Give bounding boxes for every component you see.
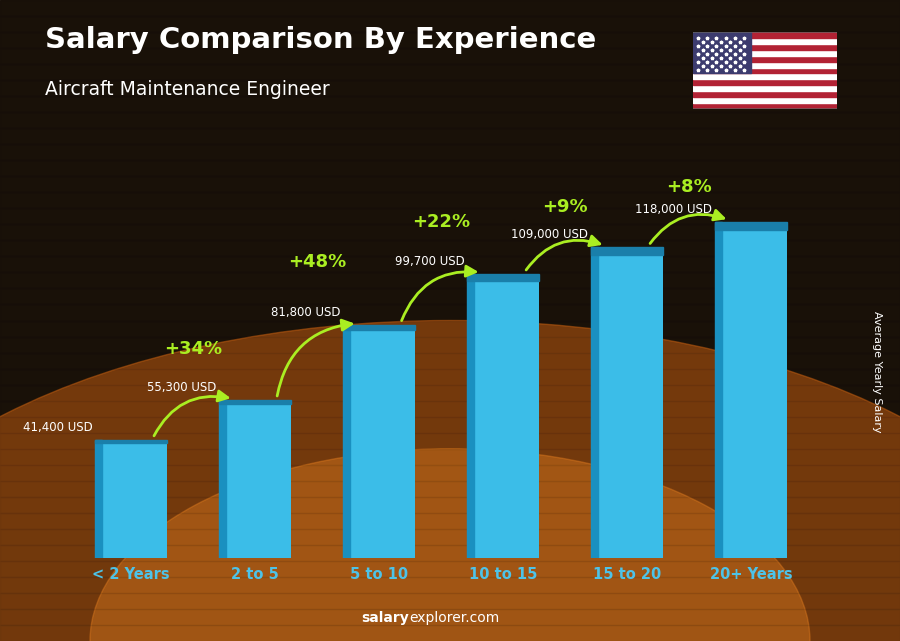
Bar: [0, 272, 900, 288]
Bar: [693, 103, 837, 109]
Bar: [0, 449, 900, 465]
Bar: [693, 32, 837, 38]
Bar: [220, 400, 226, 558]
Text: +22%: +22%: [412, 213, 470, 231]
Bar: [0, 433, 900, 449]
Bar: [0, 80, 900, 96]
Text: +8%: +8%: [666, 178, 712, 196]
Bar: [0, 625, 900, 641]
Bar: [0, 288, 900, 304]
Bar: [95, 440, 167, 558]
Bar: [693, 50, 837, 56]
Bar: [0, 16, 900, 32]
Text: explorer.com: explorer.com: [410, 611, 500, 625]
Bar: [0, 609, 900, 625]
Bar: [693, 32, 751, 74]
Bar: [0, 224, 900, 240]
Bar: [591, 247, 662, 255]
Text: Average Yearly Salary: Average Yearly Salary: [872, 311, 883, 433]
Bar: [95, 440, 167, 443]
Bar: [693, 97, 837, 103]
Bar: [467, 274, 539, 558]
Ellipse shape: [0, 320, 900, 641]
Ellipse shape: [90, 449, 810, 641]
Bar: [95, 440, 103, 558]
Bar: [693, 85, 837, 91]
Bar: [0, 465, 900, 481]
Bar: [715, 222, 787, 230]
Bar: [693, 44, 837, 50]
Text: 5 to 10: 5 to 10: [350, 567, 408, 582]
Bar: [0, 385, 900, 401]
Text: 2 to 5: 2 to 5: [231, 567, 279, 582]
Bar: [0, 513, 900, 529]
Bar: [0, 561, 900, 577]
Text: +48%: +48%: [288, 253, 346, 271]
Bar: [715, 222, 787, 558]
Bar: [693, 79, 837, 85]
Bar: [0, 353, 900, 369]
Bar: [0, 529, 900, 545]
Bar: [693, 38, 837, 44]
Text: salary: salary: [362, 611, 410, 625]
Bar: [0, 545, 900, 561]
Bar: [0, 64, 900, 80]
Bar: [0, 160, 900, 176]
Bar: [0, 577, 900, 593]
Bar: [0, 128, 900, 144]
Bar: [343, 324, 350, 558]
Bar: [0, 48, 900, 64]
Bar: [343, 324, 415, 558]
Bar: [693, 67, 837, 74]
Text: 15 to 20: 15 to 20: [593, 567, 661, 582]
Bar: [0, 240, 900, 256]
Bar: [693, 56, 837, 62]
Bar: [591, 247, 599, 558]
Text: 81,800 USD: 81,800 USD: [271, 306, 340, 319]
Text: 99,700 USD: 99,700 USD: [395, 255, 464, 268]
Bar: [220, 400, 291, 404]
Bar: [591, 247, 662, 558]
Text: 20+ Years: 20+ Years: [709, 567, 792, 582]
Bar: [693, 74, 837, 79]
Bar: [0, 0, 900, 16]
Bar: [0, 256, 900, 272]
Bar: [693, 91, 837, 97]
Text: < 2 Years: < 2 Years: [93, 567, 170, 582]
Text: +9%: +9%: [542, 198, 588, 216]
Bar: [0, 497, 900, 513]
Text: 10 to 15: 10 to 15: [469, 567, 537, 582]
Bar: [0, 144, 900, 160]
Bar: [0, 337, 900, 353]
Text: 41,400 USD: 41,400 USD: [23, 421, 93, 434]
Bar: [0, 593, 900, 609]
Bar: [0, 369, 900, 385]
Bar: [0, 208, 900, 224]
Text: Salary Comparison By Experience: Salary Comparison By Experience: [45, 26, 596, 54]
Bar: [0, 96, 900, 112]
Bar: [715, 222, 722, 558]
Bar: [0, 417, 900, 433]
Bar: [343, 324, 415, 331]
Bar: [220, 400, 291, 558]
Bar: [0, 32, 900, 48]
Text: +34%: +34%: [164, 340, 222, 358]
Bar: [0, 320, 900, 337]
Text: 55,300 USD: 55,300 USD: [148, 381, 217, 394]
Bar: [0, 192, 900, 208]
Text: 109,000 USD: 109,000 USD: [511, 228, 589, 242]
Text: 118,000 USD: 118,000 USD: [635, 203, 713, 216]
Bar: [0, 401, 900, 417]
Bar: [467, 274, 474, 558]
Bar: [0, 176, 900, 192]
Bar: [0, 112, 900, 128]
Bar: [693, 62, 837, 67]
Bar: [0, 304, 900, 320]
Bar: [467, 274, 539, 281]
Text: Aircraft Maintenance Engineer: Aircraft Maintenance Engineer: [45, 80, 329, 99]
Bar: [0, 481, 900, 497]
